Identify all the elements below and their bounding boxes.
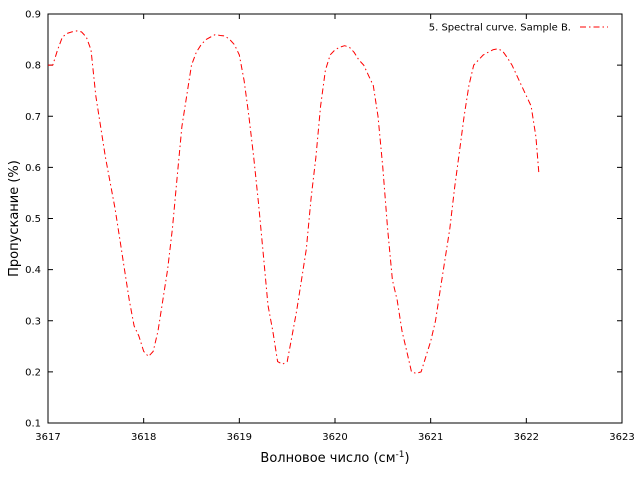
x-tick-label: 3619 — [227, 432, 252, 443]
legend-label: 5. Spectral curve. Sample B. — [429, 23, 571, 34]
x-tick-label: 3621 — [418, 432, 443, 443]
x-axis-label-close: ) — [404, 451, 409, 466]
plot-border — [47, 13, 623, 424]
y-tick-label: 0.6 — [25, 163, 41, 174]
x-axis-label: Волновое число (см-1) — [260, 450, 409, 466]
x-axis-label-superscript: -1 — [396, 450, 405, 460]
x-tick-label: 3622 — [514, 432, 539, 443]
y-tick-label: 0.9 — [25, 10, 41, 21]
x-tick-label: 3618 — [131, 432, 156, 443]
series-layer — [48, 30, 540, 374]
y-tick-label: 0.1 — [25, 419, 41, 430]
x-tick-label: 3623 — [609, 432, 634, 443]
y-tick-label: 0.2 — [25, 367, 41, 378]
series-line — [48, 30, 540, 374]
plot-frame — [47, 13, 623, 424]
y-tick-label: 0.3 — [25, 316, 41, 327]
y-tick-label: 0.7 — [25, 112, 41, 123]
legend: 5. Spectral curve. Sample B. — [429, 23, 608, 34]
x-tick-label: 3620 — [322, 432, 347, 443]
y-tick-label: 0.5 — [25, 214, 41, 225]
axis-ticks: 3617 3618 3619 3620 3621 3622 3623 0.1 0.2 0.3 0.4… — [25, 10, 635, 444]
y-tick-label: 0.8 — [25, 61, 41, 72]
y-tick-label: 0.4 — [25, 265, 41, 276]
y-axis-label: Пропускание (%) — [7, 160, 22, 277]
x-tick-label: 3617 — [35, 432, 60, 443]
x-axis-label-text: Волновое число (см — [260, 451, 395, 466]
